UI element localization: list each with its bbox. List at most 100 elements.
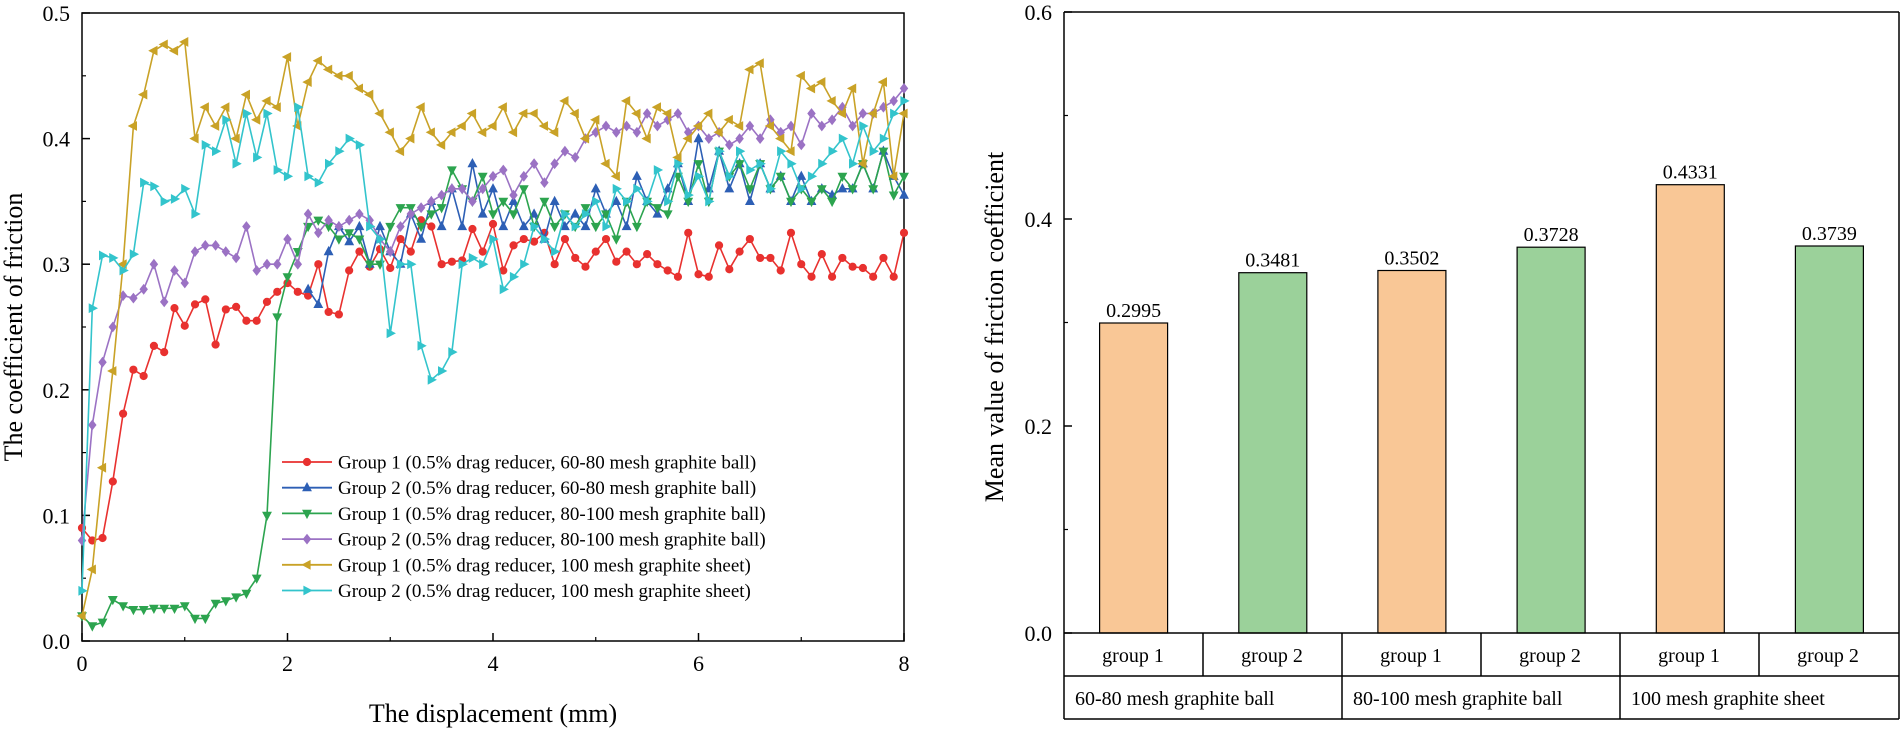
data-point [704, 133, 714, 145]
data-point [344, 214, 354, 226]
data-point [651, 102, 661, 113]
data-point [684, 228, 693, 237]
data-point [715, 146, 725, 157]
data-point [273, 165, 283, 175]
data-point [744, 185, 755, 195]
bar-y-axis-title: Mean value of friction coefficient [980, 151, 1009, 502]
data-point [488, 210, 498, 220]
data-point [477, 172, 488, 182]
data-point [694, 270, 703, 279]
line-y-tick-label: 0.0 [43, 629, 71, 654]
data-point [736, 146, 746, 157]
data-point [118, 602, 129, 612]
data-point [374, 108, 384, 119]
data-point [211, 239, 220, 251]
data-point [489, 234, 499, 245]
data-point [693, 160, 704, 170]
data-point [570, 208, 581, 218]
data-point [314, 227, 323, 239]
data-point [416, 233, 427, 243]
data-point [560, 234, 570, 244]
data-point [795, 70, 805, 81]
data-point [519, 234, 528, 244]
data-point [488, 219, 498, 229]
data-point [559, 220, 570, 231]
data-point [561, 209, 571, 219]
data-point [407, 259, 417, 270]
data-point [478, 183, 487, 195]
data-point [581, 209, 592, 219]
data-point [427, 374, 437, 385]
data-point [303, 283, 314, 293]
data-point [446, 166, 457, 176]
data-point [601, 234, 611, 244]
data-point [139, 283, 148, 295]
bar-category-label: group 2 [1519, 645, 1581, 667]
data-point [571, 253, 580, 263]
data-point [335, 146, 345, 157]
data-point [692, 121, 703, 131]
data-point [353, 83, 363, 94]
data-point [435, 139, 446, 150]
data-point [262, 297, 272, 306]
data-point [529, 158, 539, 170]
data-point [600, 158, 610, 169]
data-point [436, 204, 447, 214]
data-point [745, 120, 755, 132]
data-point [97, 618, 108, 628]
line-chart: 0 2 4 6 8 0.0 0.1 0.2 0.3 0.4 0.5 The displacemen… [0, 1, 910, 728]
data-point [107, 596, 118, 606]
bar-category-label: group 2 [1797, 645, 1859, 667]
data-point [252, 265, 261, 276]
data-point [766, 183, 777, 194]
data-point [283, 171, 294, 182]
legend-item-5: Group 1 (0.5% drag reducer, 100 mesh gra… [282, 555, 751, 576]
data-point [877, 77, 887, 88]
data-point [355, 208, 364, 220]
data-point [694, 171, 705, 182]
data-point [551, 246, 561, 257]
bar-group-label: 80-100 mesh graphite ball [1353, 688, 1563, 710]
data-point [498, 197, 509, 208]
data-point [900, 95, 910, 106]
data-point [108, 477, 117, 486]
data-point [828, 146, 838, 157]
data-point [416, 202, 426, 214]
data-point [540, 177, 549, 189]
data-point [108, 321, 118, 333]
data-point [426, 210, 437, 220]
data-point [817, 120, 827, 132]
data-point [221, 246, 231, 258]
data-point [211, 340, 220, 349]
data-point [394, 146, 405, 157]
legend-label: Group 2 (0.5% drag reducer, 100 mesh gra… [338, 581, 751, 602]
data-point [251, 114, 261, 125]
data-point [252, 316, 261, 325]
data-point [519, 170, 529, 182]
bar-category-label: group 1 [1658, 645, 1720, 667]
data-point [612, 183, 622, 194]
data-point [386, 328, 396, 339]
data-point [405, 133, 415, 144]
data-point [251, 574, 262, 584]
data-point [662, 210, 673, 220]
data-point [160, 196, 170, 207]
bar-value-label: 0.3502 [1384, 248, 1439, 270]
data-point [724, 183, 735, 193]
data-point [221, 305, 230, 314]
legend-item-1: Group 1 (0.5% drag reducer, 60-80 mesh g… [282, 453, 756, 474]
legend-label: Group 2 (0.5% drag reducer, 80-100 mesh … [338, 530, 766, 551]
line-series-4 [77, 82, 909, 546]
data-point [467, 158, 478, 168]
data-point [652, 204, 663, 214]
data-point [888, 191, 899, 201]
data-point [179, 602, 190, 612]
data-point [890, 108, 900, 119]
bar [1516, 246, 1586, 634]
data-point [127, 121, 137, 131]
data-point [725, 139, 734, 151]
bar [1655, 184, 1725, 634]
data-point [622, 120, 631, 132]
data-point [797, 183, 807, 194]
data-point [878, 147, 889, 157]
